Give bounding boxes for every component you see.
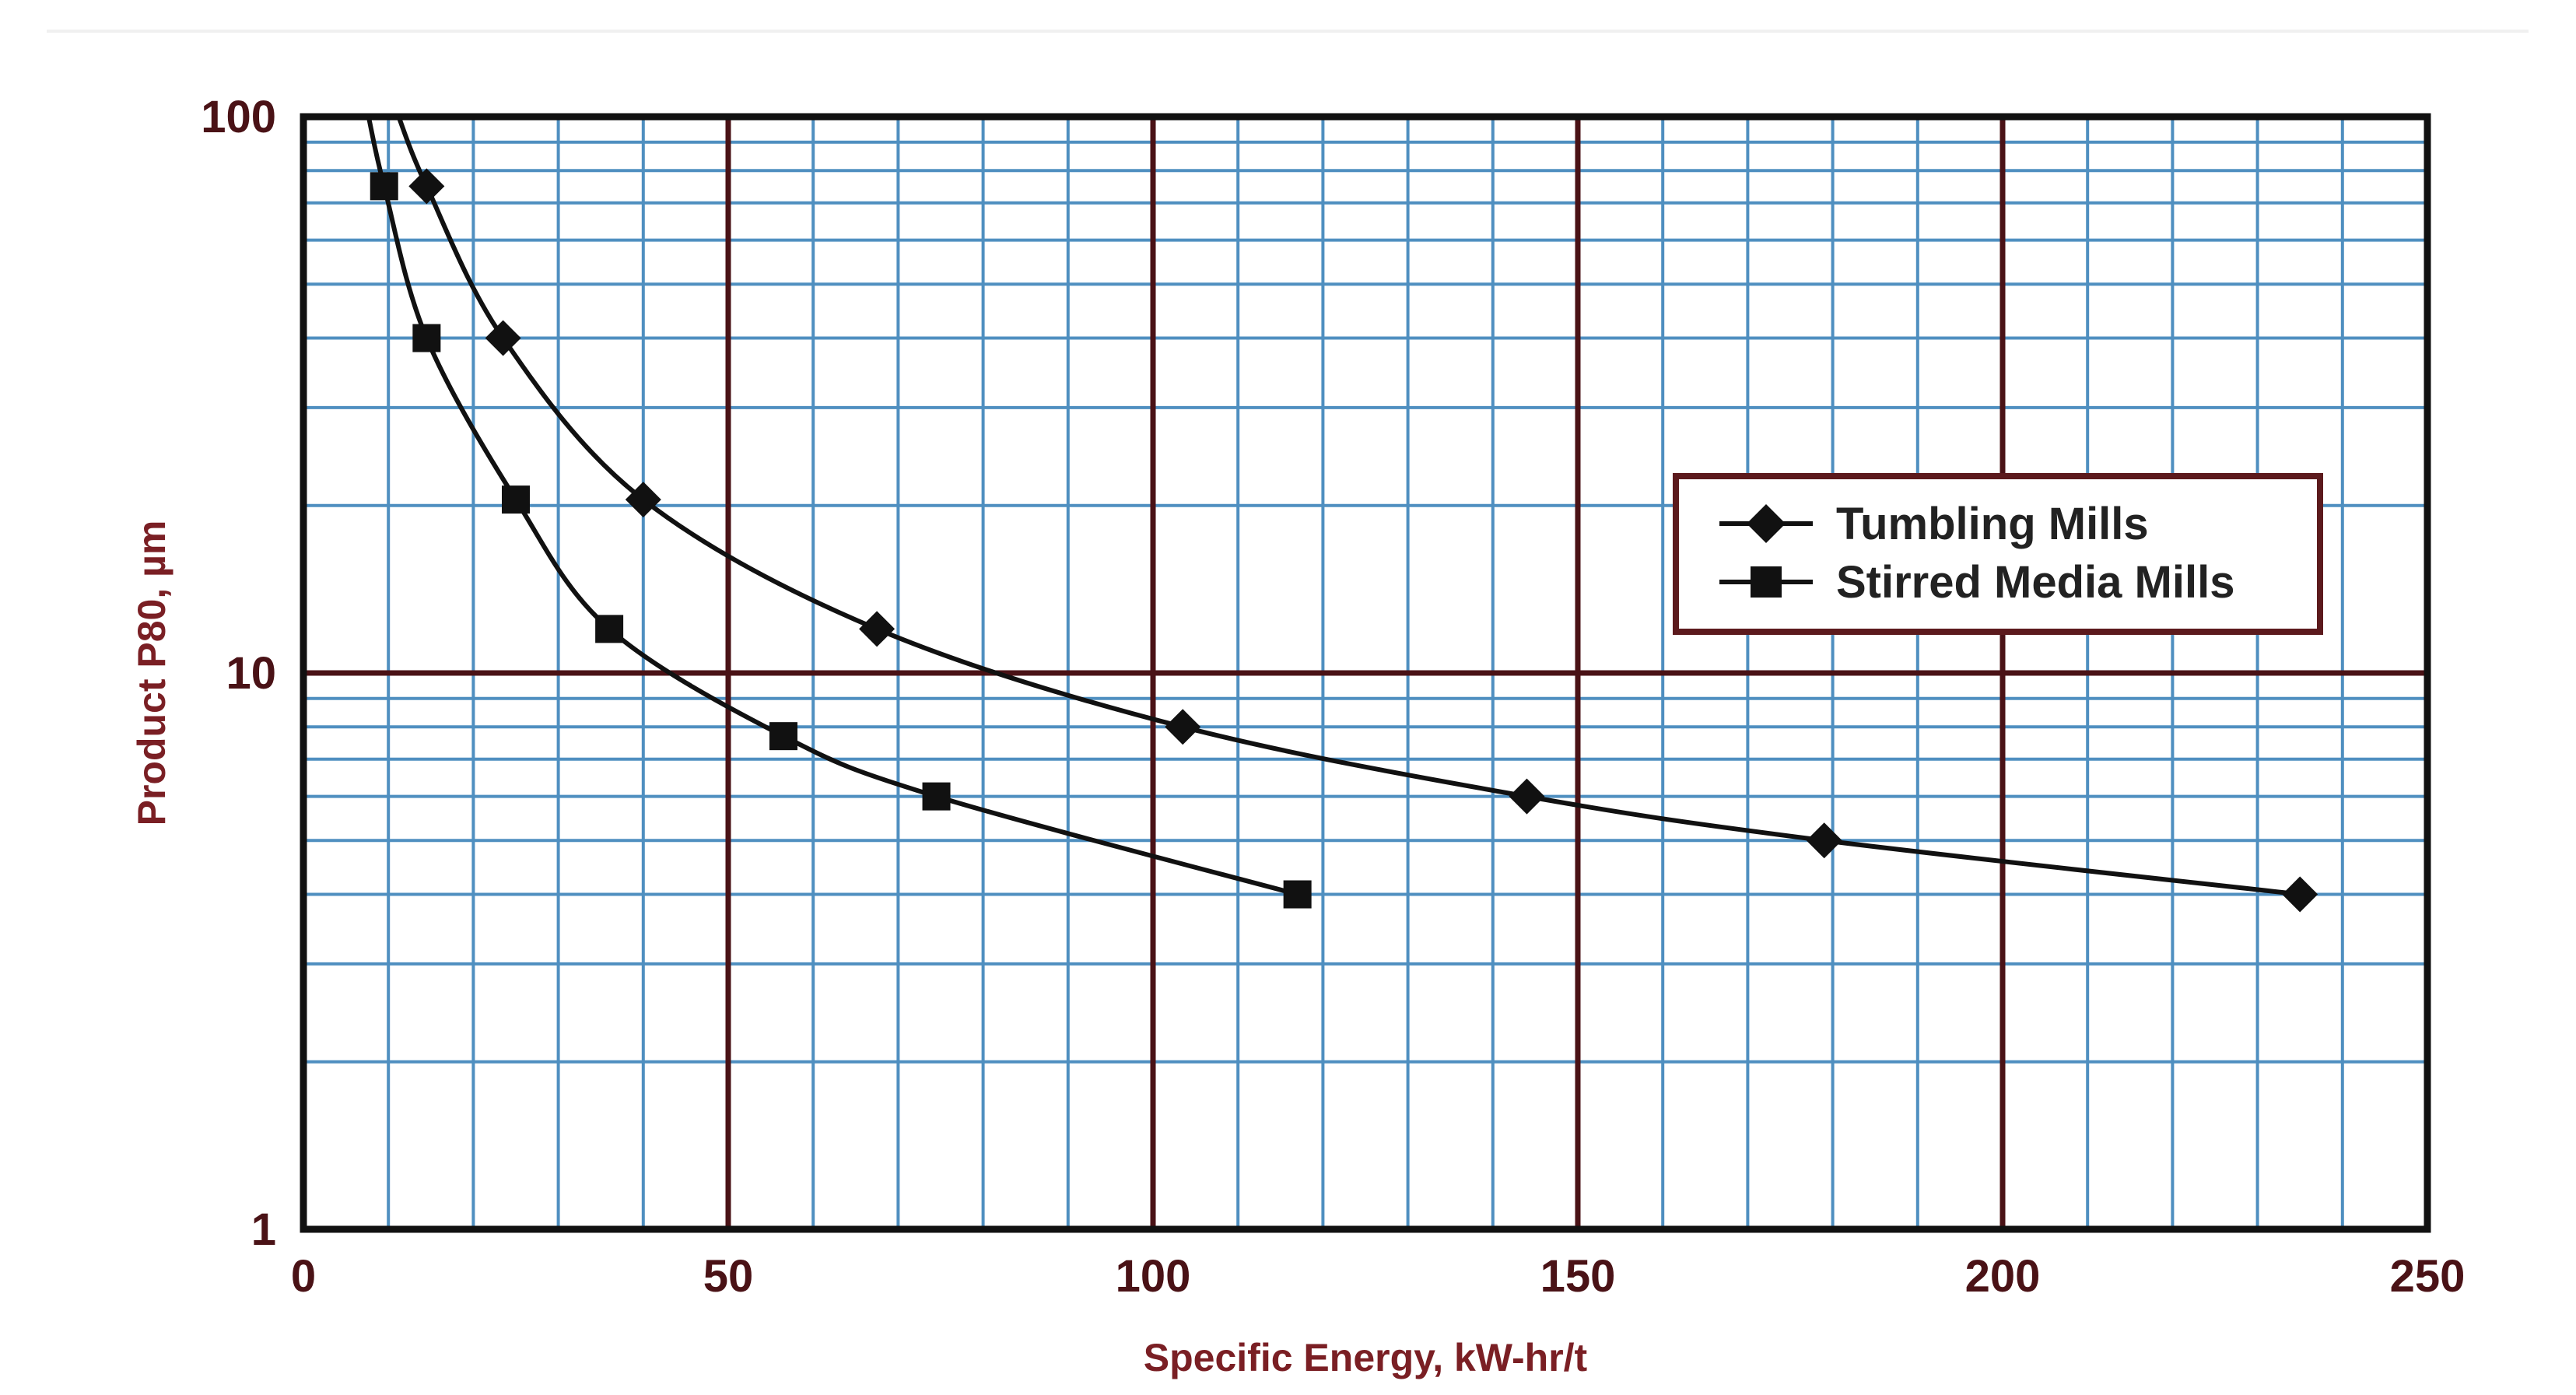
- stirred-media-mills-point: [595, 615, 624, 643]
- legend-diamond-icon: [1747, 504, 1786, 543]
- stirred-media-mills-point: [370, 172, 398, 201]
- x-tick-label: 50: [703, 1251, 754, 1302]
- tumbling-mills-point: [408, 168, 445, 205]
- stirred-media-mills-point: [412, 324, 441, 352]
- stirred-media-mills-point: [1283, 880, 1312, 909]
- tumbling-mills-point: [1509, 778, 1545, 815]
- legend-box: [1673, 473, 2323, 635]
- x-tick-label: 100: [1116, 1251, 1191, 1302]
- y-tick-label: 1: [251, 1204, 276, 1255]
- series-markers: [370, 168, 2318, 913]
- legend: Tumbling Mills Stirred Media Mills: [1673, 473, 2323, 635]
- x-tick-label: 150: [1540, 1251, 1616, 1302]
- plot-frame: [300, 113, 2431, 1233]
- y-tick-label: 100: [201, 92, 276, 142]
- stirred-media-mills-point: [502, 485, 530, 514]
- tumbling-mills-point: [859, 611, 895, 647]
- tumbling-mills-point: [1165, 709, 1201, 745]
- tumbling-mills-point: [2282, 876, 2318, 913]
- tumbling-mills-point: [1806, 822, 1842, 859]
- legend-square-icon: [1751, 566, 1782, 598]
- x-tick-label: 0: [291, 1251, 316, 1302]
- major-grid: [303, 117, 2427, 1229]
- tick-labels: 0 50 100 150 200 250 1 10 100: [201, 92, 2465, 1302]
- x-axis-label: Specific Energy, kW-hr/t: [1144, 1336, 1588, 1379]
- tumbling-mills-point: [485, 320, 521, 356]
- y-axis-label: Product P80, µm: [130, 520, 173, 826]
- legend-label-stirred: Stirred Media Mills: [1836, 557, 2234, 608]
- stirred-media-mills-point: [769, 722, 797, 751]
- x-tick-label: 200: [1965, 1251, 2041, 1302]
- stirred-media-mills-point: [922, 782, 951, 811]
- tumbling-mills-point: [625, 482, 661, 518]
- legend-label-tumbling: Tumbling Mills: [1836, 499, 2149, 549]
- x-tick-label: 250: [2390, 1251, 2466, 1302]
- y-tick-label: 10: [226, 648, 276, 699]
